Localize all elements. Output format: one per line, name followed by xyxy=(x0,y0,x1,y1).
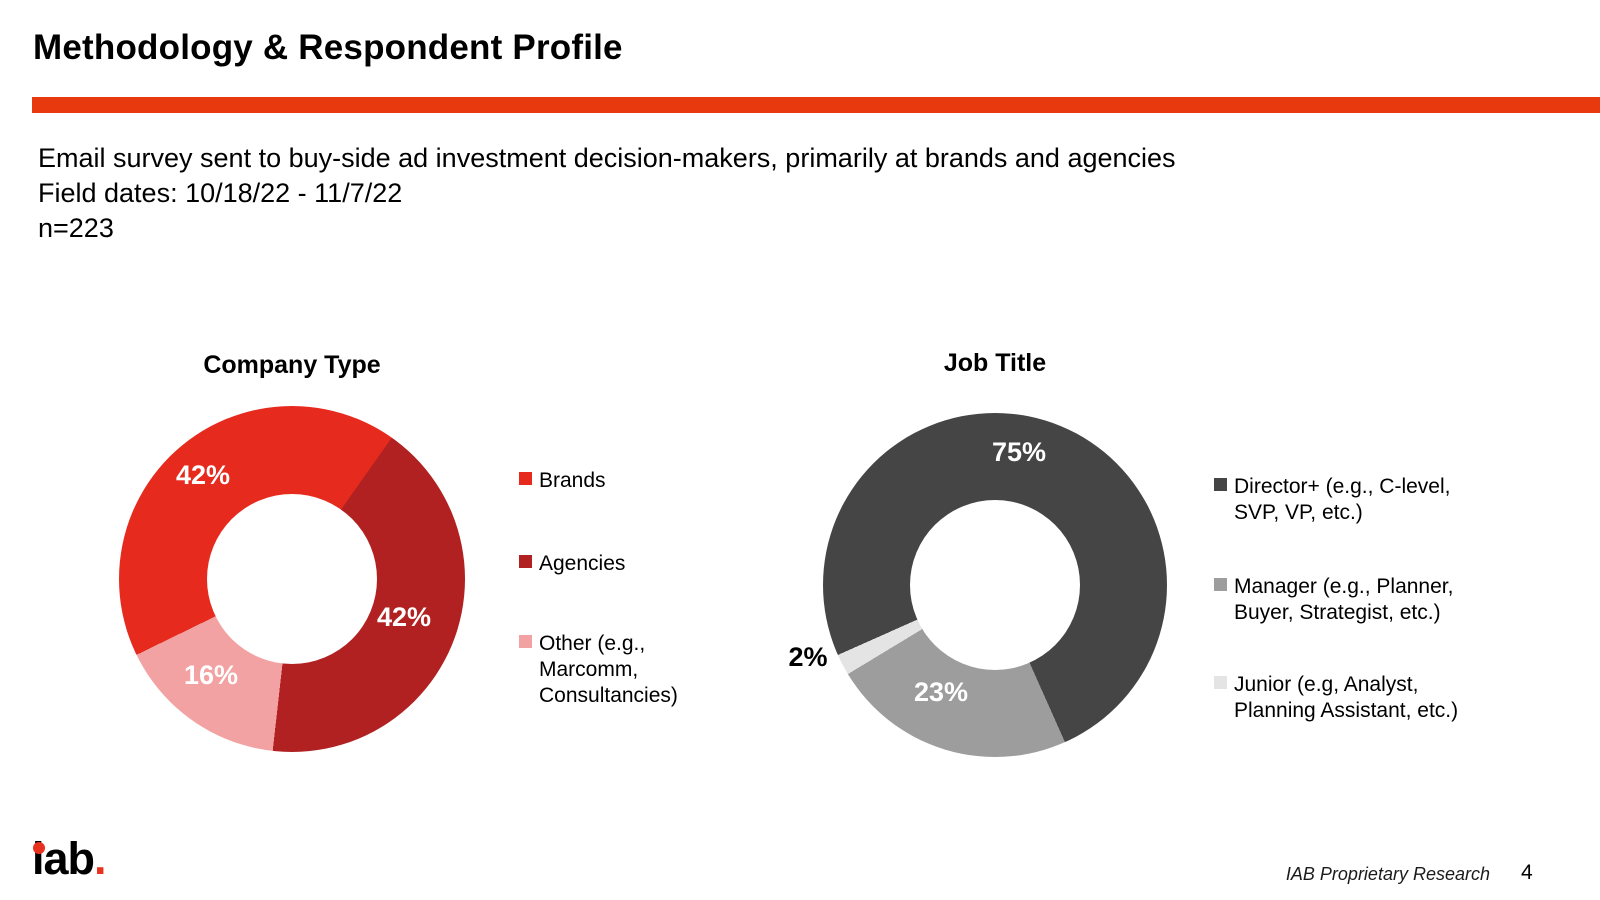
legend-swatch-director xyxy=(1214,478,1227,491)
page-title: Methodology & Respondent Profile xyxy=(33,28,623,67)
body-line-survey: Email survey sent to buy-side ad investm… xyxy=(38,143,1176,173)
donut-hole xyxy=(207,494,377,664)
accent-bar xyxy=(32,97,1600,113)
legend-label-junior: Junior (e.g, Analyst, Planning Assistant… xyxy=(1234,673,1459,722)
methodology-text: Email survey sent to buy-side ad investm… xyxy=(38,141,1176,246)
legend-label-brands: Brands xyxy=(539,469,606,492)
footer-note: IAB Proprietary Research xyxy=(1285,864,1490,884)
chart-title-job-title: Job Title xyxy=(943,349,1047,377)
iab-logo-red-tittle xyxy=(33,842,45,854)
legend-swatch-other xyxy=(519,635,532,648)
slice-percent-label-other: 16% xyxy=(183,660,239,690)
page-number: 4 xyxy=(1521,861,1533,884)
slice-percent-label-manager: 23% xyxy=(913,677,969,707)
donut-hole xyxy=(910,500,1080,670)
legend-item-junior: Junior (e.g, Analyst, Planning Assistant… xyxy=(1214,672,1484,724)
job-title-donut: 75% 23% 2% xyxy=(788,413,1167,757)
slice-percent-label-brands: 42% xyxy=(175,460,231,490)
iab-logo-text: iab xyxy=(32,833,95,884)
legend-swatch-manager xyxy=(1214,578,1227,591)
legend-item-director: Director+ (e.g., C-level, SVP, VP, etc.) xyxy=(1214,474,1484,526)
legend-item-other: Other (e.g., Marcomm, Consultancies) xyxy=(519,631,699,709)
body-line-sample-size: n=223 xyxy=(38,213,114,243)
legend-label-other: Other (e.g., Marcomm, Consultancies) xyxy=(539,632,678,707)
legend-label-manager: Manager (e.g., Planner, Buyer, Strategis… xyxy=(1234,575,1454,624)
legend-label-agencies: Agencies xyxy=(539,552,626,575)
legend-swatch-agencies xyxy=(519,555,532,568)
body-line-field-dates: Field dates: 10/18/22 - 11/7/22 xyxy=(38,178,403,208)
chart-title-company-type: Company Type xyxy=(203,351,381,379)
legend-swatch-brands xyxy=(519,472,532,485)
legend-swatch-junior xyxy=(1214,676,1227,689)
slice-percent-label-director: 75% xyxy=(991,437,1047,467)
company-type-donut: 42% 42% 16% xyxy=(119,406,465,752)
legend-item-brands: Brands xyxy=(519,468,699,494)
legend-item-agencies: Agencies xyxy=(519,551,699,577)
legend-label-director: Director+ (e.g., C-level, SVP, VP, etc.) xyxy=(1234,475,1451,524)
iab-logo: iab. xyxy=(32,833,107,884)
legend-item-manager: Manager (e.g., Planner, Buyer, Strategis… xyxy=(1214,574,1484,626)
slice-percent-label-agencies: 42% xyxy=(376,602,432,632)
slice-percent-label-junior: 2% xyxy=(788,642,828,672)
iab-logo-period: . xyxy=(94,833,106,884)
